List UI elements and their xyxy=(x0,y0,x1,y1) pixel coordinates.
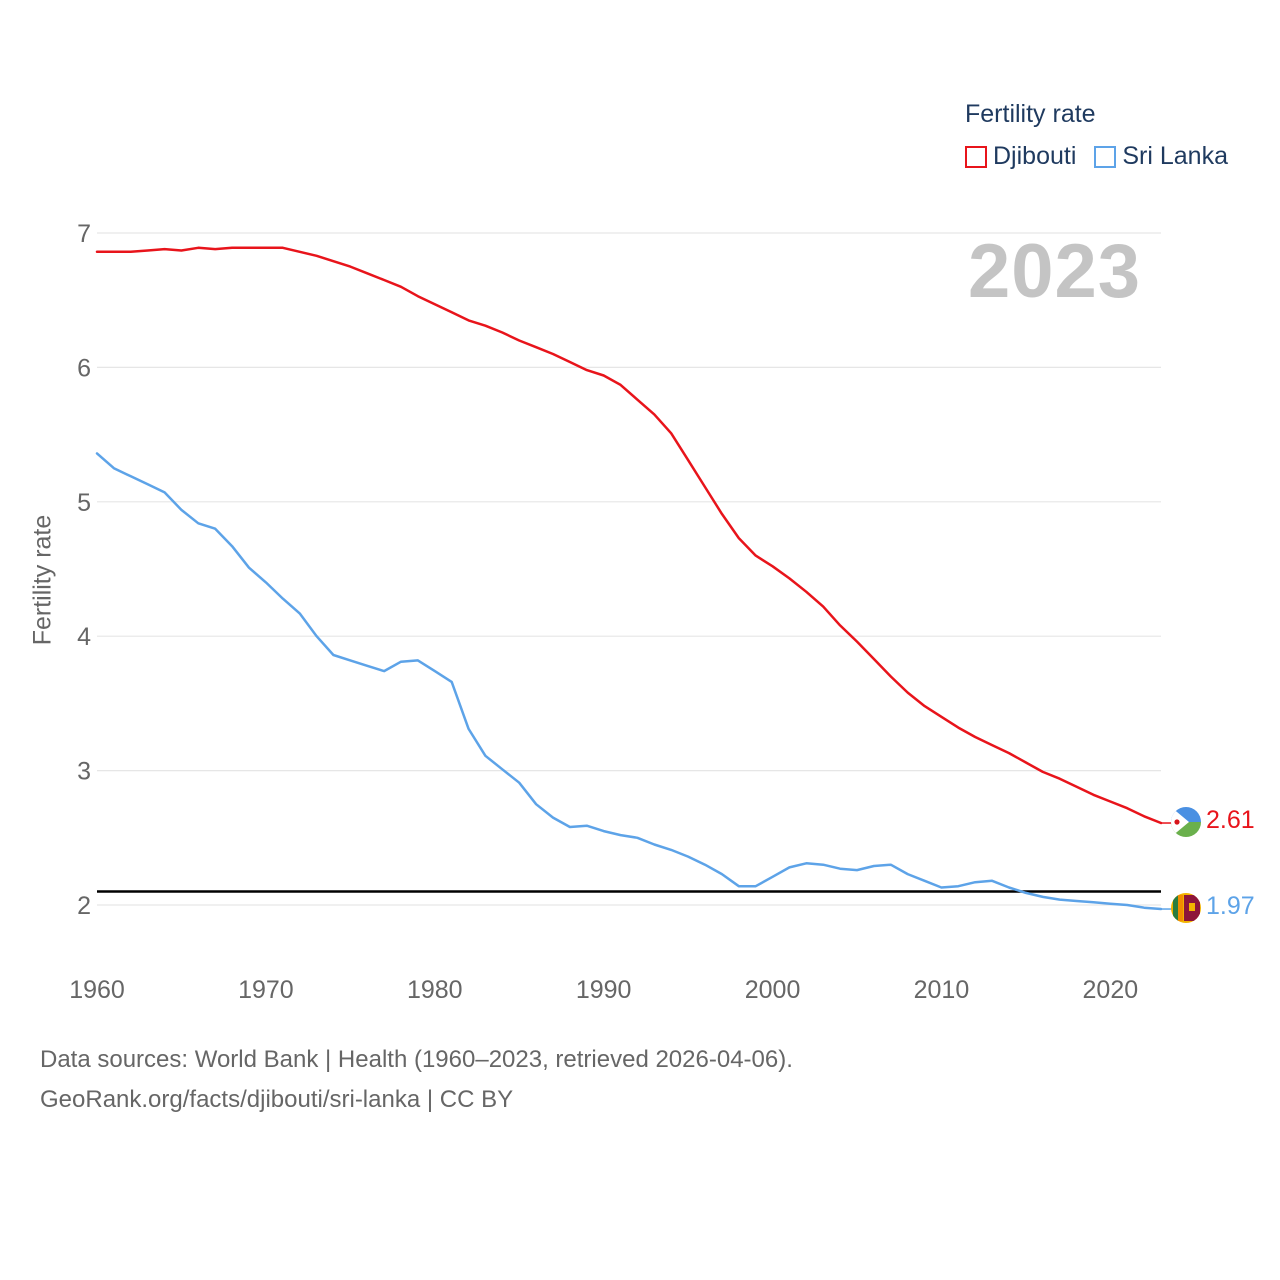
footer-source: Data sources: World Bank | Health (1960–… xyxy=(40,1046,793,1073)
footer-link[interactable]: GeoRank.org/facts/djibouti/sri-lanka | C… xyxy=(40,1086,514,1113)
legend-label-sri-lanka: Sri Lanka xyxy=(1122,142,1228,170)
y-tick-label: 6 xyxy=(77,354,91,382)
sri-lanka-flag-icon xyxy=(1171,893,1201,923)
x-tick-label: 1960 xyxy=(69,976,125,1004)
x-tick-label: 2020 xyxy=(1083,976,1139,1004)
series-line-sri-lanka xyxy=(95,452,1163,911)
y-tick-label: 2 xyxy=(77,892,91,920)
y-tick-label: 3 xyxy=(77,758,91,786)
legend-swatch-sri-lanka xyxy=(1094,145,1117,168)
x-tick-label: 1970 xyxy=(238,976,294,1004)
y-axis-label: Fertility rate xyxy=(28,514,57,646)
legend-title: Fertility rate xyxy=(965,100,1096,128)
x-tick-label: 1990 xyxy=(576,976,632,1004)
year-label: 2023 xyxy=(968,229,1142,314)
legend-swatch-djibouti xyxy=(965,145,987,168)
gridlines xyxy=(97,232,1161,906)
x-tick-label: 1980 xyxy=(407,976,463,1004)
legend-label-djibouti: Djibouti xyxy=(993,142,1077,170)
x-axis-ticks: 1960 1970 1980 1990 2000 2010 2020 xyxy=(69,976,1138,1004)
legend-item-djibouti[interactable]: Djibouti xyxy=(965,142,1076,171)
legend-item-sri-lanka[interactable]: Sri Lanka xyxy=(1094,142,1228,171)
x-tick-label: 2000 xyxy=(745,976,801,1004)
x-tick-label: 2010 xyxy=(914,976,970,1004)
y-tick-label: 7 xyxy=(77,220,91,248)
country-flags xyxy=(1171,807,1201,923)
y-tick-label: 4 xyxy=(77,623,91,651)
legend: Djibouti Sri Lanka xyxy=(965,142,1246,171)
end-value-sri-lanka: 1.97 xyxy=(1206,892,1255,920)
djibouti-flag-icon xyxy=(1171,807,1201,837)
series-line-djibouti xyxy=(95,246,1163,825)
y-tick-label: 5 xyxy=(77,489,91,517)
end-value-djibouti: 2.61 xyxy=(1206,806,1255,834)
y-axis-ticks: 2 3 4 5 6 7 xyxy=(77,220,91,920)
series-lines xyxy=(95,246,1172,911)
